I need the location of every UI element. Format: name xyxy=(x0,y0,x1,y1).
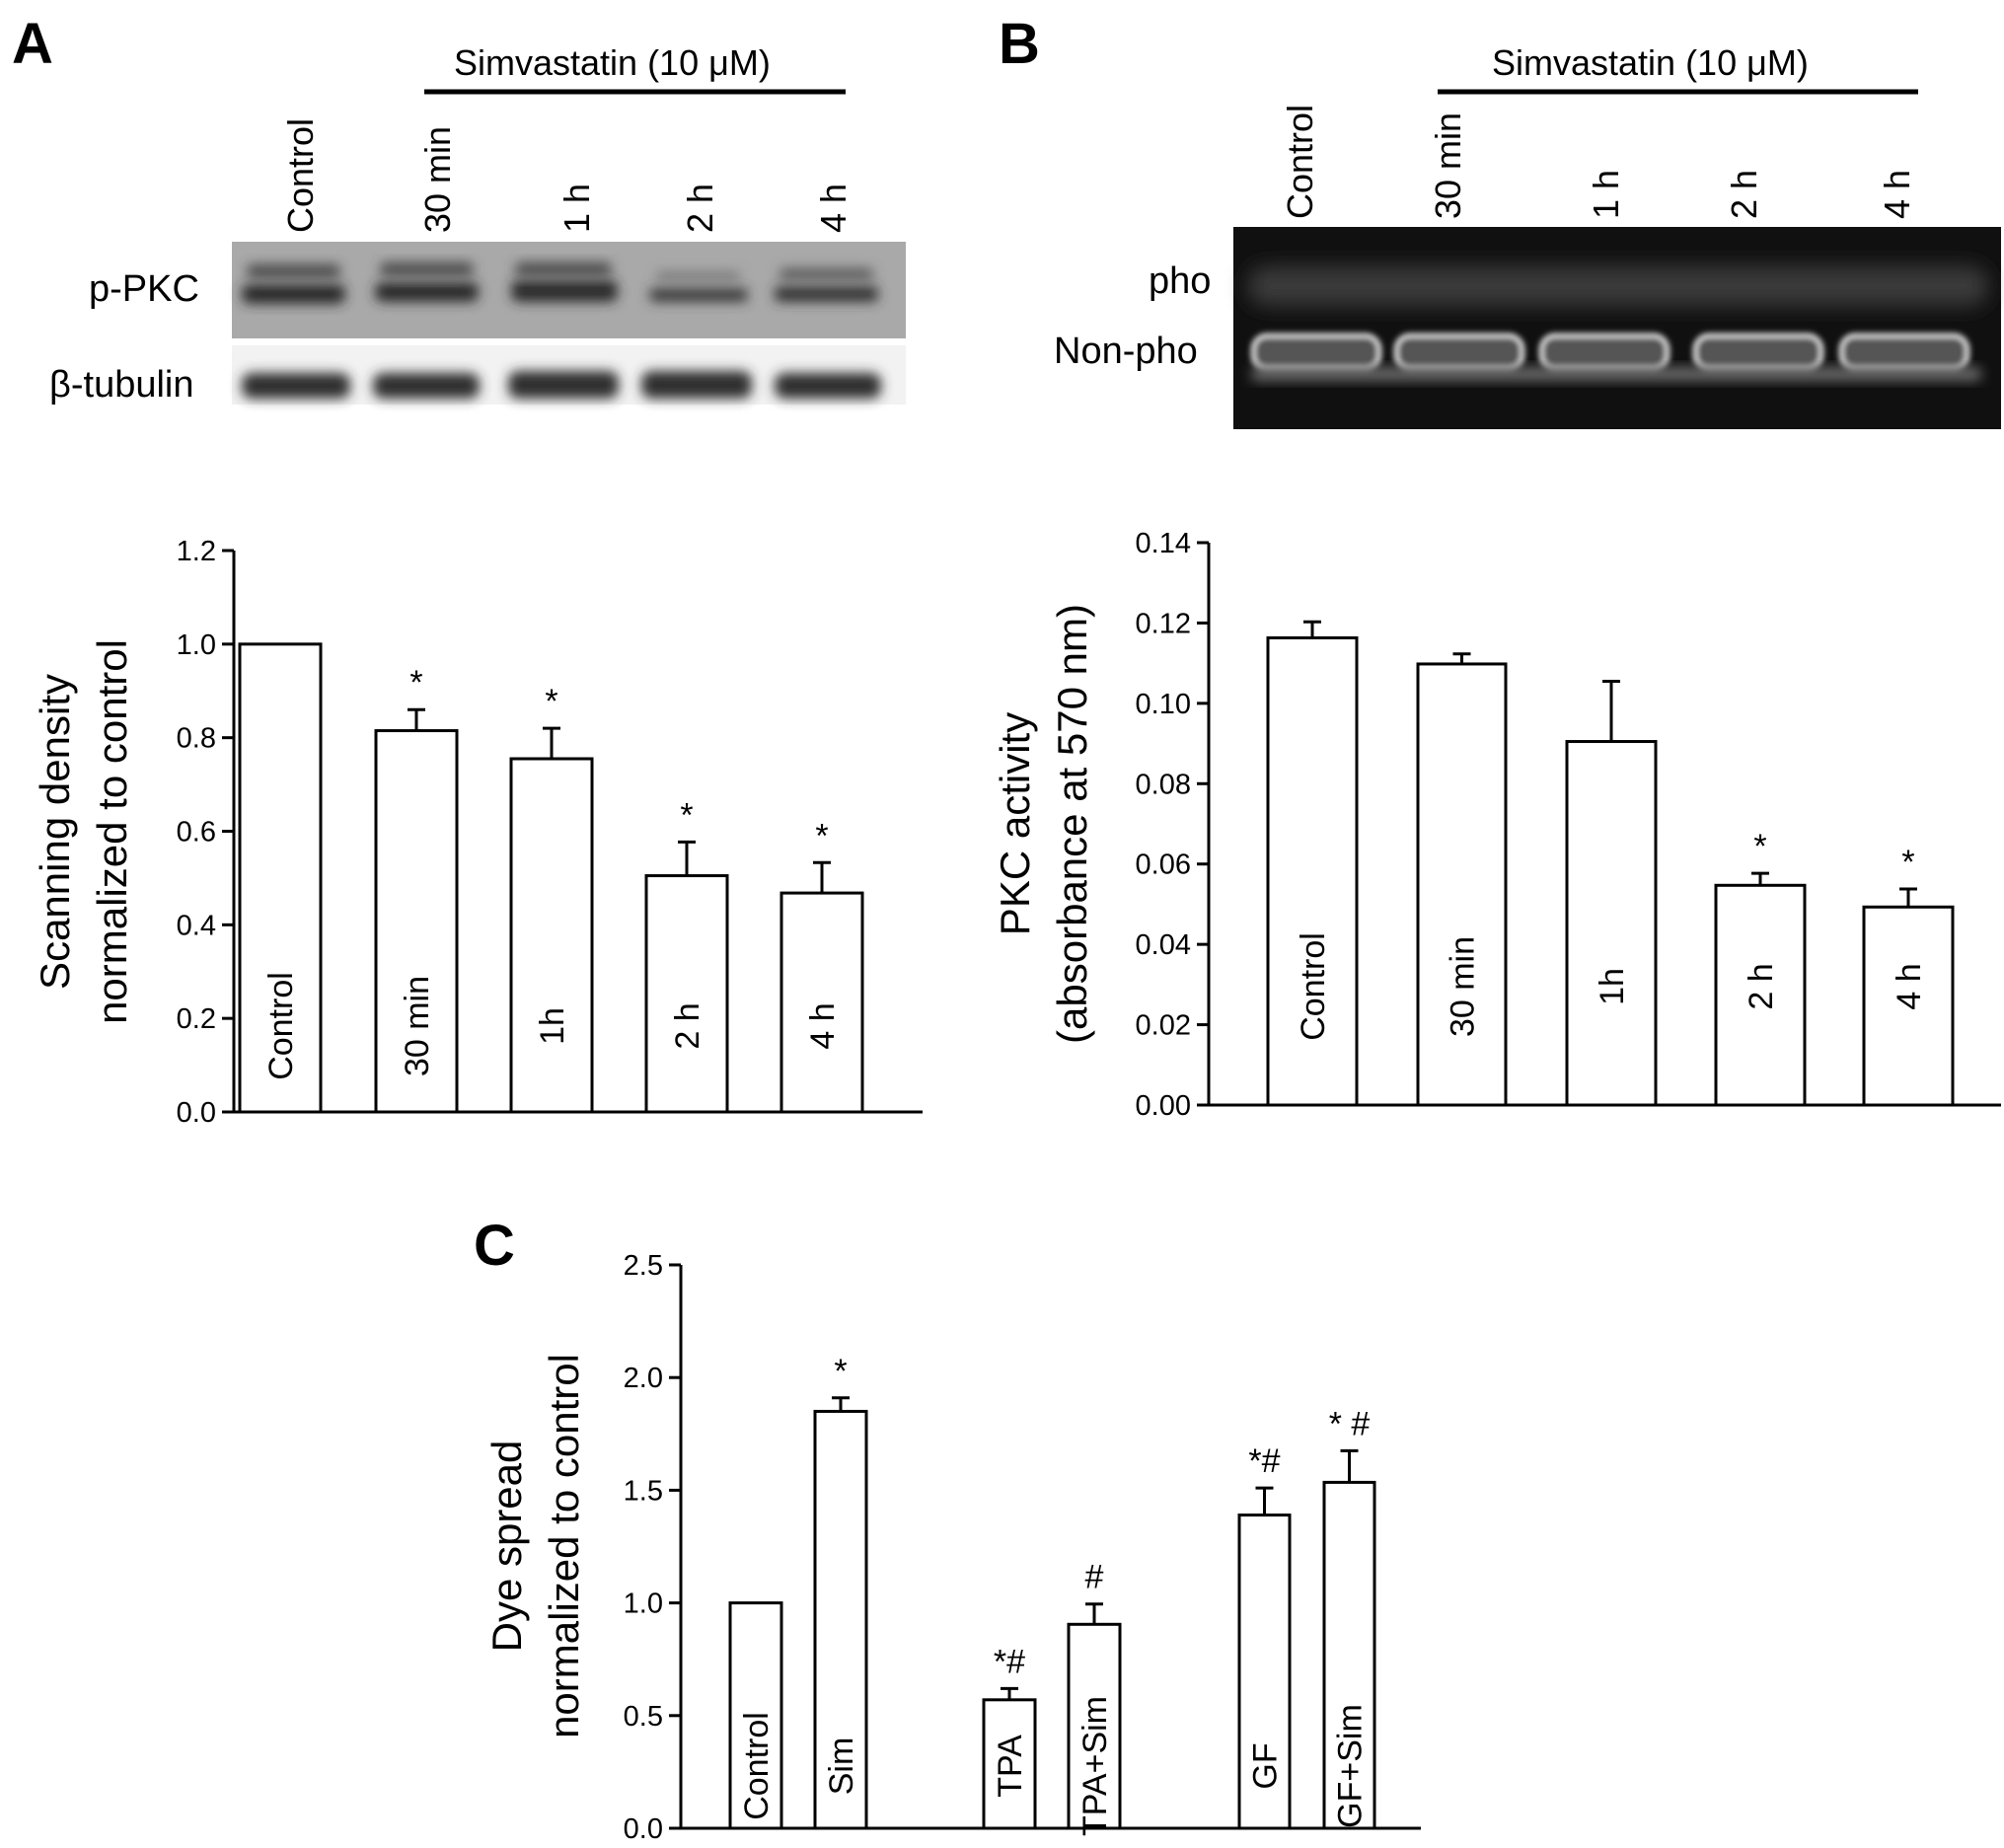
y-axis-label-a-1: normalized to control xyxy=(89,639,135,1024)
y-tick-label-c-0: 0.0 xyxy=(624,1813,663,1845)
bar-a-0 xyxy=(238,642,323,1114)
y-axis-label-c-0: Dye spread xyxy=(483,1441,530,1653)
agarose-gel-image xyxy=(1233,227,2001,429)
y-tick-label-b-0: 0.00 xyxy=(1136,1090,1191,1122)
gel-row-label-nonpho: Non-pho xyxy=(1054,331,1198,372)
y-tick-label-a-2: 0.4 xyxy=(177,910,216,941)
y-tick-label-a-5: 1.0 xyxy=(177,629,216,661)
significance-mark-b-4: * xyxy=(1901,844,1914,881)
y-tick-label-c-4: 2.0 xyxy=(624,1363,663,1394)
category-label-b-1: 30 min xyxy=(1445,936,1482,1037)
category-label-a-4: 4 h xyxy=(804,1002,842,1049)
category-label-c-5: GF+Sim xyxy=(1332,1704,1370,1828)
category-label-c-2: TPA xyxy=(992,1735,1029,1798)
blot-row-label-tubulin: β-tubulin xyxy=(49,364,194,406)
category-label-b-3: 2 h xyxy=(1743,963,1780,1009)
significance-mark-a-1: * xyxy=(409,664,422,702)
lane-label-a-2: 1 h xyxy=(557,184,597,233)
lane-label-b-4: 4 h xyxy=(1877,170,1917,219)
lane-label-a-4: 4 h xyxy=(813,184,854,233)
bar-b-2 xyxy=(1565,740,1658,1107)
category-label-c-0: Control xyxy=(738,1712,776,1820)
western-blot-ppkc xyxy=(232,242,906,338)
significance-mark-c-4: *# xyxy=(1248,1442,1280,1480)
category-label-c-4: GF xyxy=(1247,1742,1285,1789)
y-tick-label-b-7: 0.14 xyxy=(1136,528,1191,559)
category-label-c-3: TPA+Sim xyxy=(1076,1696,1114,1836)
lane-label-a-0: Control xyxy=(280,118,321,233)
category-label-b-4: 4 h xyxy=(1891,963,1928,1009)
y-axis-label-a-0: Scanning density xyxy=(32,674,78,990)
significance-mark-a-4: * xyxy=(815,817,828,854)
lane-label-b-3: 2 h xyxy=(1724,170,1764,219)
y-tick-label-b-3: 0.06 xyxy=(1136,850,1191,881)
bar-a-1 xyxy=(374,729,459,1114)
significance-mark-b-3: * xyxy=(1753,828,1766,865)
panel-letter-a: A xyxy=(12,12,53,76)
lane-label-a-1: 30 min xyxy=(417,126,458,233)
bar-c-4 xyxy=(1237,1514,1292,1830)
panel-letter-b: B xyxy=(999,12,1040,76)
category-label-a-1: 30 min xyxy=(399,976,436,1076)
y-axis-label-b-1: (absorbance at 570 nm) xyxy=(1049,604,1095,1044)
bar-c-0 xyxy=(728,1601,783,1830)
bar-c-1 xyxy=(813,1409,868,1830)
lane-label-b-0: Control xyxy=(1280,105,1320,219)
y-tick-label-c-2: 1.0 xyxy=(624,1589,663,1620)
lane-label-a-3: 2 h xyxy=(680,184,720,233)
bar-a-2 xyxy=(509,757,594,1114)
y-tick-label-a-6: 1.2 xyxy=(177,536,216,567)
significance-mark-c-2: *# xyxy=(994,1643,1025,1680)
y-axis-label-b-0: PKC activity xyxy=(992,712,1038,935)
panel-c: C 0.0 0.5 1.0 1.5 2.0 2.5 Dye spread normalized… xyxy=(474,1214,1421,1845)
panel-b: B Simvastatin (10 μM) Control 30 min 1 h… xyxy=(992,12,2001,1122)
bar-a-4 xyxy=(779,891,864,1114)
treatment-label-a: Simvastatin (10 μM) xyxy=(454,42,771,83)
western-blot-tubulin xyxy=(232,345,906,405)
significance-mark-c-3: # xyxy=(1085,1559,1104,1596)
significance-mark-c-5: * # xyxy=(1329,1405,1371,1442)
bar-b-3 xyxy=(1714,883,1807,1107)
y-tick-label-a-0: 0.0 xyxy=(177,1097,216,1129)
blot-row-label-ppkc: p-PKC xyxy=(89,268,199,310)
y-axis-label-c-1: normalized to control xyxy=(541,1354,587,1738)
y-tick-label-c-3: 1.5 xyxy=(624,1475,663,1507)
y-tick-label-b-1: 0.02 xyxy=(1136,1010,1191,1042)
lane-label-b-1: 30 min xyxy=(1428,112,1468,219)
significance-mark-a-3: * xyxy=(680,796,693,834)
bar-chart-c: 0.0 0.5 1.0 1.5 2.0 2.5 Dye spread normalized t… xyxy=(483,1250,1421,1845)
y-tick-label-a-4: 0.8 xyxy=(177,723,216,755)
bar-c-2 xyxy=(982,1698,1037,1830)
bar-a-3 xyxy=(644,874,729,1114)
category-label-a-3: 2 h xyxy=(669,1002,706,1049)
bar-chart-b: 0.00 0.02 0.04 0.06 0.08 0.10 0.12 0.14 PKC acti… xyxy=(992,528,2001,1122)
panel-a: A Simvastatin (10 μM) Control 30 min 1 h… xyxy=(12,12,923,1129)
bar-b-1 xyxy=(1416,662,1508,1107)
category-label-c-1: Sim xyxy=(823,1737,860,1796)
category-label-a-2: 1h xyxy=(534,1007,571,1045)
panel-letter-c: C xyxy=(474,1214,515,1278)
y-tick-label-b-5: 0.10 xyxy=(1136,689,1191,720)
lane-label-b-2: 1 h xyxy=(1586,170,1626,219)
category-label-b-2: 1h xyxy=(1594,968,1631,1005)
bar-chart-a: 0.0 0.2 0.4 0.6 0.8 1.0 1.2 Scanning density nor… xyxy=(32,536,923,1129)
y-tick-label-a-3: 0.6 xyxy=(177,817,216,849)
y-tick-label-b-2: 0.04 xyxy=(1136,929,1191,961)
treatment-label-b: Simvastatin (10 μM) xyxy=(1492,42,1809,83)
y-tick-label-c-1: 0.5 xyxy=(624,1701,663,1733)
y-tick-label-b-6: 0.12 xyxy=(1136,608,1191,639)
significance-mark-a-2: * xyxy=(545,683,557,720)
y-tick-label-a-1: 0.2 xyxy=(177,1003,216,1035)
category-label-b-0: Control xyxy=(1295,932,1332,1041)
category-label-a-0: Control xyxy=(262,972,300,1080)
bar-b-0 xyxy=(1266,635,1359,1107)
significance-mark-c-1: * xyxy=(834,1353,847,1390)
y-tick-label-c-5: 2.5 xyxy=(624,1250,663,1282)
gel-row-label-pho: pho xyxy=(1149,260,1211,302)
y-tick-label-b-4: 0.08 xyxy=(1136,769,1191,800)
